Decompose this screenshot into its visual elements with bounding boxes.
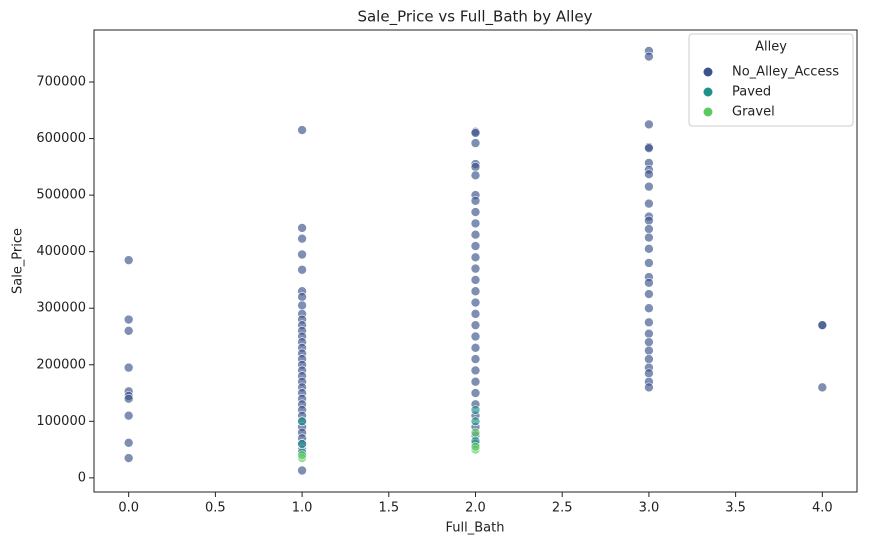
y-tick-label: 300000 [36,301,86,316]
point [470,195,481,206]
point [123,362,134,373]
y-tick-label: 700000 [36,75,86,90]
point [817,320,828,330]
point [644,258,654,268]
point [470,441,481,452]
x-tick-label: 1.5 [378,501,399,516]
point [470,252,481,263]
point [297,292,307,302]
point [644,354,654,364]
y-axis-label: Sale_Price [11,228,26,294]
y-tick-label: 200000 [36,357,86,372]
x-axis-label: Full_Bath [446,521,505,536]
point [470,309,481,319]
point [470,331,481,342]
legend-marker [703,107,713,117]
point [297,450,307,461]
x-tick-label: 3.0 [639,501,660,516]
point [644,303,654,314]
point [123,453,134,463]
point [470,170,481,181]
point [470,405,481,415]
point [470,207,481,217]
x-tick-label: 3.5 [725,501,746,516]
point [644,337,654,347]
y-tick-label: 600000 [36,131,86,146]
point [470,128,481,138]
point [297,300,307,311]
point [644,345,654,356]
point [297,465,307,476]
point [470,297,481,308]
point [470,365,481,376]
point [297,125,307,135]
point [297,264,307,275]
x-tick-label: 0.0 [118,501,139,516]
point [297,223,307,233]
x-tick-label: 4.0 [812,501,833,516]
point [817,382,828,393]
point [644,277,654,288]
y-tick-label: 400000 [36,244,86,259]
point [123,393,134,404]
point [470,162,481,172]
x-tick-label: 2.5 [552,501,573,516]
x-tick-label: 0.5 [205,501,226,516]
legend-label: Gravel [732,105,775,120]
point [644,215,654,226]
point [644,244,654,254]
point [470,263,481,274]
legend-label: No_Alley_Access [732,65,839,80]
point [470,229,481,240]
point [644,198,654,209]
point [470,376,481,387]
point [644,232,654,243]
point [470,320,481,330]
point [644,51,654,62]
y-tick-label: 500000 [36,188,86,203]
plot-frame [93,29,858,493]
point [644,169,654,179]
point [644,224,654,234]
point [297,233,307,244]
point [297,416,307,427]
point [297,249,307,260]
point [644,119,654,130]
y-tick-label: 0 [78,470,86,485]
point [644,328,654,339]
point [644,289,654,299]
point [123,326,134,336]
point [123,255,134,265]
point [297,439,307,449]
point [470,286,481,297]
point [123,410,134,421]
point [644,181,654,192]
point [470,275,481,285]
y-tick-label: 100000 [36,414,86,429]
point [644,382,654,393]
legend-label: Paved [732,85,771,100]
point [470,354,481,364]
legend-marker [703,67,713,77]
legend-title: Alley [755,40,787,55]
point [470,218,481,229]
point [470,416,481,427]
point [470,388,481,398]
point [644,143,654,153]
point [470,241,481,251]
point [644,317,654,328]
point [470,343,481,353]
legend-marker [703,87,713,97]
point [470,138,481,148]
x-tick-label: 1.0 [292,501,313,516]
point [644,368,654,379]
point [470,427,481,438]
legend-box [688,33,854,127]
chart-title: Sale_Price vs Full_Bath by Alley [357,8,592,27]
point [123,314,134,325]
x-tick-label: 2.0 [465,501,486,516]
point [123,438,134,448]
